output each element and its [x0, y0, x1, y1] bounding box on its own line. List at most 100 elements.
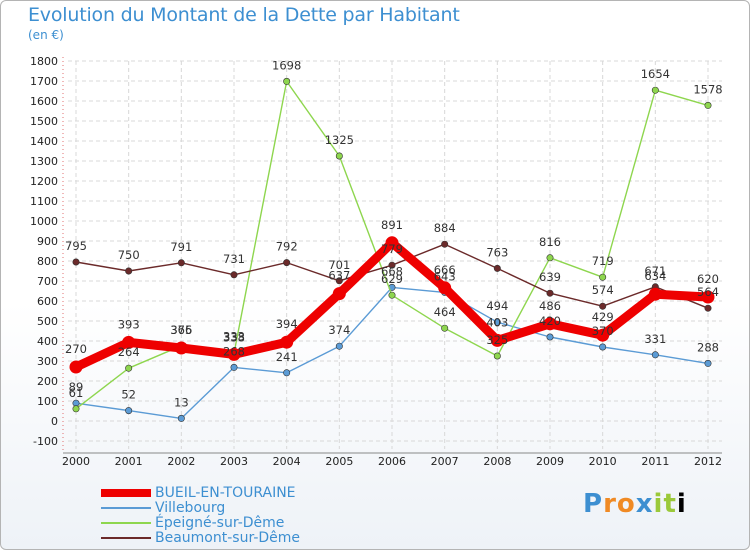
data-label: 816	[539, 235, 561, 249]
x-tick-label: 2006	[378, 455, 406, 468]
data-point	[283, 77, 291, 85]
data-point	[174, 341, 188, 355]
data-point	[388, 291, 396, 299]
data-point	[704, 359, 712, 367]
y-tick-label: 100	[37, 395, 58, 408]
x-tick-label: 2000	[62, 455, 90, 468]
data-point	[177, 259, 185, 267]
legend-swatch-villebourg	[101, 507, 151, 509]
data-point	[704, 304, 712, 312]
data-point	[438, 281, 452, 295]
y-tick-label: 0	[51, 415, 58, 428]
data-point	[388, 261, 396, 269]
data-point	[599, 273, 607, 281]
data-label: 1325	[325, 133, 354, 147]
data-label: 731	[223, 252, 245, 266]
y-tick-label: -100	[33, 435, 58, 448]
data-point	[227, 347, 241, 361]
data-point	[283, 259, 291, 267]
data-label: 89	[69, 380, 84, 394]
data-label: 671	[644, 264, 666, 278]
data-label: 701	[328, 258, 350, 272]
data-point	[280, 335, 294, 349]
data-label: 750	[118, 248, 140, 262]
data-point	[335, 277, 343, 285]
data-point	[651, 86, 659, 94]
data-point	[493, 318, 501, 326]
y-tick-label: 200	[37, 375, 58, 388]
data-label: 574	[592, 283, 614, 297]
data-point	[230, 271, 238, 279]
legend-label-villebourg: Villebourg	[155, 500, 226, 516]
y-tick-label: 1800	[30, 55, 58, 68]
data-label: 270	[65, 342, 87, 356]
y-tick-label: 1000	[30, 215, 58, 228]
data-label: 779	[381, 242, 403, 256]
x-tick-label: 2005	[325, 455, 353, 468]
data-label: 791	[170, 240, 192, 254]
data-point	[125, 407, 133, 415]
data-label: 620	[697, 272, 719, 286]
data-label: 333	[223, 329, 245, 343]
x-tick-label: 2010	[589, 455, 617, 468]
data-point	[177, 414, 185, 422]
data-label: 374	[328, 323, 350, 337]
data-label: 1654	[641, 67, 670, 81]
legend-item-beaumont: Beaumont-sur-Dême	[101, 530, 361, 546]
data-point	[441, 324, 449, 332]
legend-swatch-bueil	[101, 489, 151, 497]
data-point	[546, 289, 554, 297]
data-label: 494	[486, 299, 508, 313]
legend-label-beaumont: Beaumont-sur-Dême	[155, 530, 301, 546]
data-label: 891	[381, 218, 403, 232]
data-label: 564	[697, 285, 719, 299]
data-label: 629	[381, 272, 403, 286]
x-tick-label: 2001	[115, 455, 143, 468]
data-label: 1578	[693, 82, 722, 96]
y-tick-label: 1500	[30, 115, 58, 128]
data-point	[72, 258, 80, 266]
y-tick-label: 600	[37, 295, 58, 308]
data-point	[704, 101, 712, 109]
legend-label-epeigne: Épeigné-sur-Dême	[155, 515, 285, 531]
data-label: 241	[276, 350, 298, 364]
data-label: 268	[223, 344, 245, 358]
y-tick-label: 1100	[30, 195, 58, 208]
legend: BUEIL-EN-TOURAINE Villebourg Épeigné-sur…	[101, 485, 361, 546]
data-point	[596, 328, 610, 342]
legend-label-bueil: BUEIL-EN-TOURAINE	[155, 485, 296, 501]
data-point	[493, 352, 501, 360]
chart-title: Evolution du Montant de la Dette par Hab…	[28, 4, 460, 26]
data-label: 52	[121, 388, 136, 402]
data-label: 763	[486, 245, 508, 259]
data-label: 643	[434, 269, 456, 283]
data-label: 668	[381, 264, 403, 278]
legend-swatch-beaumont	[101, 537, 151, 539]
x-tick-label: 2007	[431, 455, 459, 468]
data-label: 486	[539, 299, 561, 313]
data-label: 884	[434, 221, 456, 235]
data-label: 61	[69, 386, 84, 400]
x-tick-label: 2009	[536, 455, 564, 468]
data-point	[335, 152, 343, 160]
grid	[62, 57, 722, 454]
data-point	[125, 364, 133, 372]
x-axis: 2000 2001 2002 2003 2004 2005 2006 2007 2008 2009…	[62, 455, 722, 468]
data-point	[385, 236, 399, 250]
data-label: 639	[539, 270, 561, 284]
proxiti-logo: Proxiti	[583, 489, 687, 519]
data-point	[283, 369, 291, 377]
data-label: 403	[486, 315, 508, 329]
y-tick-label: 1700	[30, 75, 58, 88]
data-point	[546, 254, 554, 262]
data-point	[490, 333, 504, 347]
x-tick-label: 2011	[641, 455, 669, 468]
data-label: 325	[486, 333, 508, 347]
data-label: 637	[328, 269, 350, 283]
x-tick-label: 2004	[273, 455, 301, 468]
data-point	[230, 363, 238, 371]
data-label: 394	[276, 317, 298, 331]
data-label: 429	[592, 310, 614, 324]
data-label: 666	[434, 263, 456, 277]
